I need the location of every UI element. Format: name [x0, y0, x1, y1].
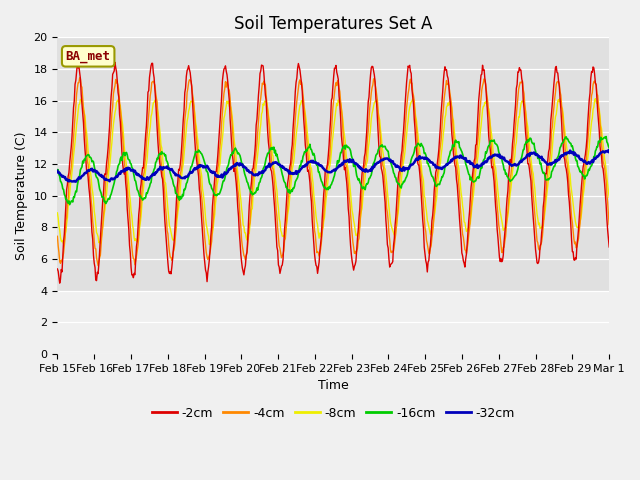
Text: BA_met: BA_met: [66, 50, 111, 63]
Y-axis label: Soil Temperature (C): Soil Temperature (C): [15, 132, 28, 260]
Legend: -2cm, -4cm, -8cm, -16cm, -32cm: -2cm, -4cm, -8cm, -16cm, -32cm: [147, 402, 520, 424]
Bar: [58, 291, 609, 354]
X-axis label: Time: Time: [318, 379, 349, 392]
Title: Soil Temperatures Set A: Soil Temperatures Set A: [234, 15, 433, 33]
